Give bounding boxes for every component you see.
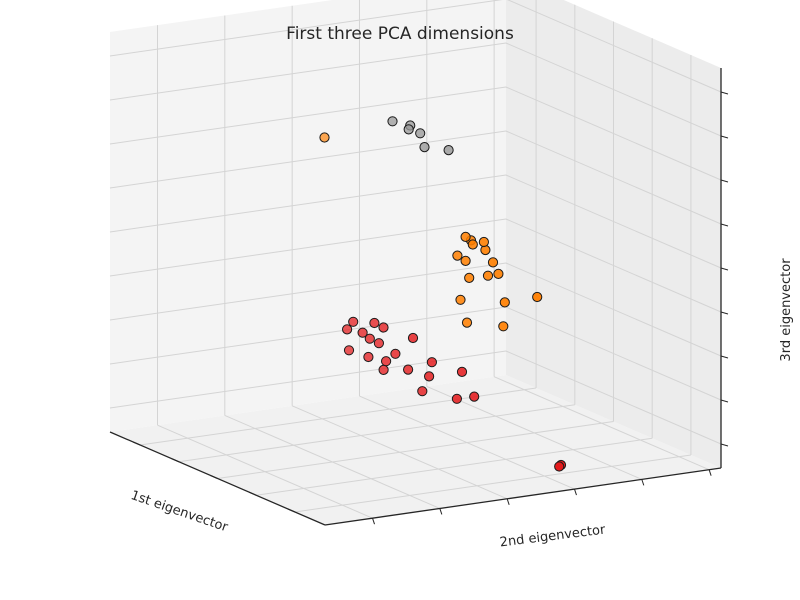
data-point [464, 272, 475, 283]
grid-line [359, 395, 575, 490]
z-tick [720, 91, 729, 95]
data-point [426, 357, 437, 368]
data-point [407, 332, 419, 344]
data-point [378, 364, 389, 375]
data-point [443, 145, 454, 156]
data-point [532, 291, 543, 303]
grid-line [157, 424, 373, 519]
y-axis-line [324, 467, 722, 526]
data-point [390, 348, 401, 359]
data-point [467, 239, 478, 250]
data-point [487, 257, 499, 268]
x-tick [287, 508, 296, 513]
grid-line [291, 405, 508, 500]
grid-line [505, 86, 722, 181]
z-tick [720, 267, 729, 271]
x-tick [171, 458, 179, 463]
data-point [403, 124, 414, 135]
grid-line [178, 404, 575, 463]
data-point [482, 270, 494, 281]
grid-line [109, 262, 507, 321]
back-left-pane [110, 0, 506, 432]
data-point [403, 364, 414, 375]
data-point [357, 327, 368, 338]
data-point [343, 345, 355, 356]
grid-line [493, 376, 710, 471]
grid-line [507, 0, 722, 93]
data-point [419, 142, 430, 153]
data-point [451, 393, 462, 404]
grid-line [294, 454, 691, 513]
data-point [387, 116, 398, 127]
grid-line [109, 174, 507, 233]
grid-line [109, 86, 507, 145]
data-point [456, 366, 468, 377]
data-point [424, 371, 435, 382]
z-tick [720, 311, 729, 315]
z-tick [720, 355, 729, 359]
data-point [455, 294, 466, 305]
y-tick [574, 488, 577, 496]
y-axis-label: 2nd eigenvector [499, 523, 607, 551]
grid-line [505, 218, 722, 313]
data-point [364, 333, 375, 344]
data-point [319, 132, 330, 143]
grid-line [505, 306, 722, 401]
y-tick [439, 508, 443, 515]
y-tick [506, 498, 510, 505]
data-point [373, 338, 384, 349]
data-point [348, 316, 359, 327]
grid-line [505, 350, 722, 445]
data-point [554, 461, 565, 472]
grid-line [109, 306, 507, 365]
data-point [378, 322, 389, 333]
grid-line [224, 415, 441, 509]
data-point [493, 268, 504, 279]
grid-line [256, 437, 653, 496]
z-axis-label: 3rd eigenvector [779, 258, 794, 362]
data-point [469, 391, 480, 402]
data-points [319, 116, 567, 472]
grid-line [109, 130, 507, 189]
data-point [460, 255, 471, 266]
grid-line [217, 421, 614, 479]
x-axis-label: 1st eigenvector [129, 488, 231, 535]
grid-line [505, 174, 722, 269]
grid-line [109, 350, 507, 409]
data-point [499, 297, 510, 308]
z-tick [720, 443, 729, 447]
grid-line [505, 42, 722, 137]
z-tick [720, 135, 729, 139]
axis-panes [110, 0, 721, 525]
z-tick [720, 399, 729, 403]
data-point [460, 231, 471, 242]
x-tick [132, 441, 141, 446]
chart-title: First three PCA dimensions [286, 24, 514, 44]
y-tick [372, 518, 375, 525]
tick-marks [132, 91, 729, 525]
grid-line [505, 262, 722, 357]
data-point [498, 321, 509, 332]
grid-line [109, 0, 503, 57]
y-tick [708, 469, 712, 476]
z-tick [720, 223, 729, 227]
data-point [342, 324, 353, 335]
grid-line [426, 385, 642, 480]
data-point [369, 317, 380, 329]
data-point [478, 236, 489, 248]
z-tick [720, 179, 729, 183]
data-point [417, 386, 428, 397]
data-point [381, 356, 392, 367]
x-tick [210, 475, 218, 479]
data-point [415, 128, 426, 139]
data-point [452, 250, 463, 261]
grid-line [109, 42, 507, 101]
x-tick [249, 491, 257, 496]
grid-line [505, 130, 722, 225]
data-point [461, 317, 473, 328]
grid-line [109, 218, 507, 277]
data-point [363, 351, 374, 363]
y-tick [641, 479, 645, 486]
